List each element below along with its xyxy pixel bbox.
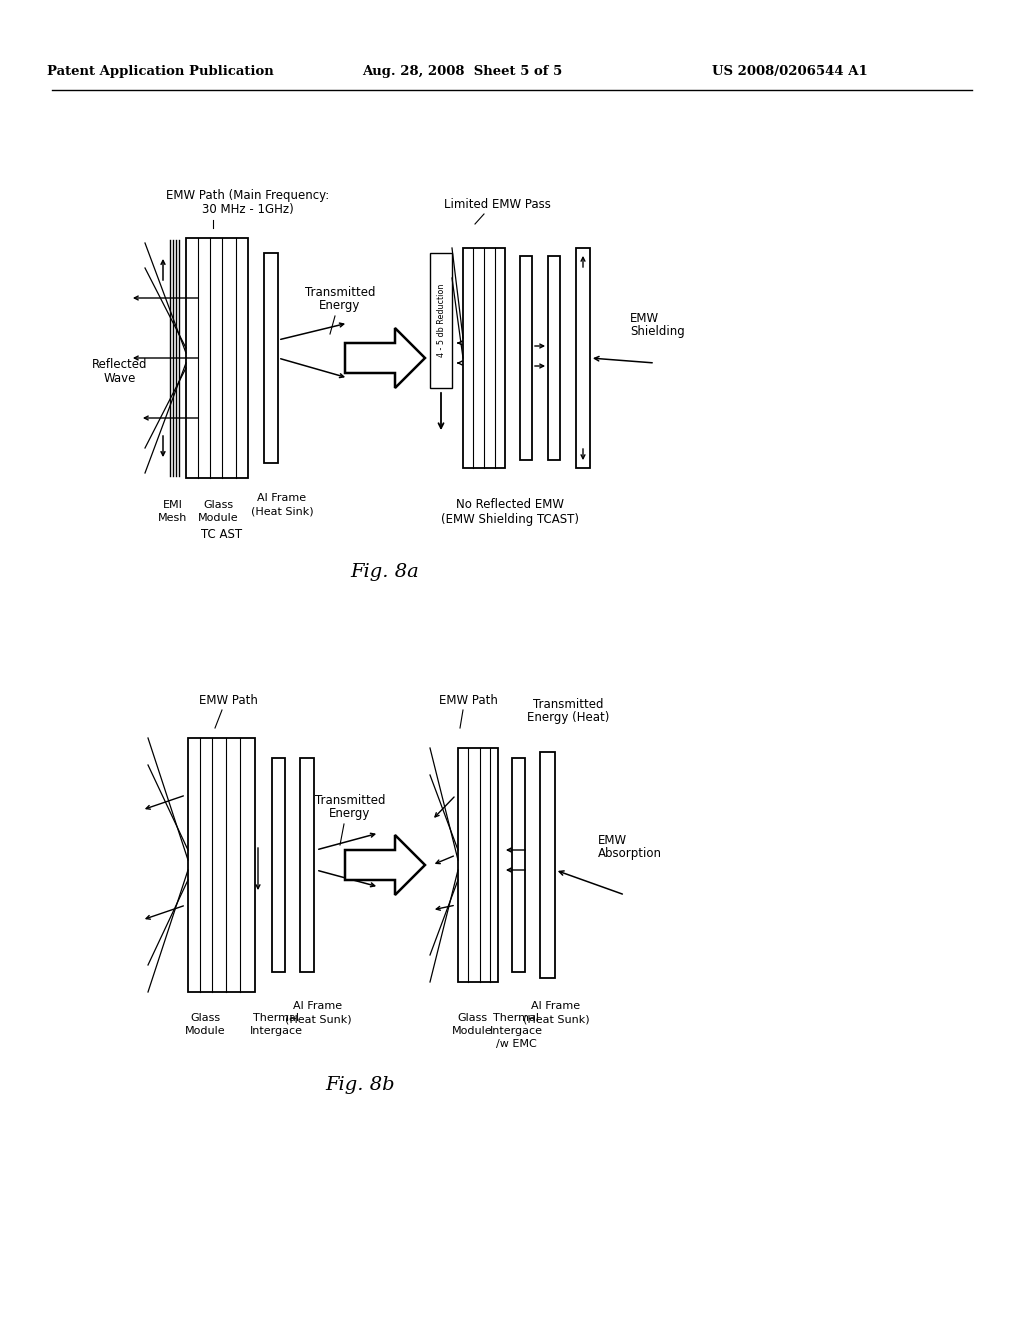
Text: EMI: EMI xyxy=(163,500,183,510)
Text: Thermal: Thermal xyxy=(493,1012,539,1023)
Bar xyxy=(520,256,532,459)
Text: Module: Module xyxy=(452,1026,493,1036)
Text: EMW: EMW xyxy=(598,833,627,846)
Polygon shape xyxy=(345,327,425,388)
Text: Absorption: Absorption xyxy=(598,847,662,861)
Text: Mesh: Mesh xyxy=(159,513,187,523)
Text: Wave: Wave xyxy=(103,372,136,385)
Text: TC AST: TC AST xyxy=(202,528,243,541)
Bar xyxy=(512,758,525,972)
Text: Limited EMW Pass: Limited EMW Pass xyxy=(443,198,551,210)
Text: Aug. 28, 2008  Sheet 5 of 5: Aug. 28, 2008 Sheet 5 of 5 xyxy=(361,66,562,78)
Text: Energy: Energy xyxy=(330,808,371,821)
Text: Module: Module xyxy=(198,513,239,523)
Text: /w EMC: /w EMC xyxy=(496,1039,537,1049)
Text: EMW: EMW xyxy=(630,312,659,325)
Text: Transmitted: Transmitted xyxy=(532,697,603,710)
Text: No Reflected EMW: No Reflected EMW xyxy=(456,499,564,511)
Text: 30 MHz - 1GHz): 30 MHz - 1GHz) xyxy=(202,203,294,216)
Text: Energy (Heat): Energy (Heat) xyxy=(526,711,609,725)
Text: Energy: Energy xyxy=(319,300,360,313)
Text: Intergace: Intergace xyxy=(489,1026,543,1036)
Text: (Heat Sunk): (Heat Sunk) xyxy=(285,1014,351,1024)
Text: Thermal: Thermal xyxy=(253,1012,299,1023)
Text: (EMW Shielding TCAST): (EMW Shielding TCAST) xyxy=(441,512,579,525)
Text: EMW Path (Main Frequency:: EMW Path (Main Frequency: xyxy=(166,189,330,202)
Text: Transmitted: Transmitted xyxy=(305,285,375,298)
Bar xyxy=(186,238,248,478)
Text: Intergace: Intergace xyxy=(250,1026,302,1036)
Bar xyxy=(575,248,590,469)
Text: Patent Application Publication: Patent Application Publication xyxy=(47,66,273,78)
Bar xyxy=(540,752,555,978)
Text: Glass: Glass xyxy=(189,1012,220,1023)
Bar xyxy=(272,758,285,972)
Text: (Heat Sink): (Heat Sink) xyxy=(251,506,313,516)
Text: EMW Path: EMW Path xyxy=(438,693,498,706)
Text: 4 - 5 db Reduction: 4 - 5 db Reduction xyxy=(436,284,445,358)
Text: (Heat Sunk): (Heat Sunk) xyxy=(522,1014,590,1024)
Text: Shielding: Shielding xyxy=(630,326,685,338)
Text: Al Frame: Al Frame xyxy=(294,1001,343,1011)
Text: EMW Path: EMW Path xyxy=(199,693,257,706)
Bar xyxy=(264,253,278,463)
Bar xyxy=(188,738,255,993)
Bar xyxy=(463,248,505,469)
Text: Fig. 8a: Fig. 8a xyxy=(350,564,420,581)
Polygon shape xyxy=(345,836,425,895)
Bar xyxy=(430,253,452,388)
Bar xyxy=(548,256,560,459)
Text: Al Frame: Al Frame xyxy=(531,1001,581,1011)
Text: US 2008/0206544 A1: US 2008/0206544 A1 xyxy=(712,66,868,78)
Text: Glass: Glass xyxy=(457,1012,487,1023)
Bar xyxy=(300,758,314,972)
Text: Module: Module xyxy=(184,1026,225,1036)
Text: Fig. 8b: Fig. 8b xyxy=(326,1076,395,1094)
Bar xyxy=(458,748,498,982)
Text: Glass: Glass xyxy=(203,500,233,510)
Text: Transmitted: Transmitted xyxy=(314,793,385,807)
Text: Reflected: Reflected xyxy=(92,359,147,371)
Text: Al Frame: Al Frame xyxy=(257,492,306,503)
